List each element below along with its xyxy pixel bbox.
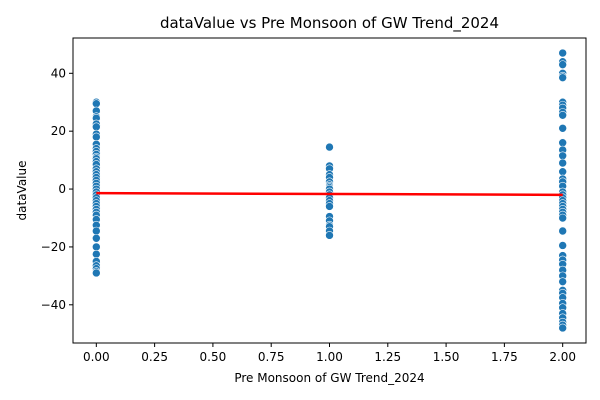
data-point xyxy=(558,60,567,69)
data-point xyxy=(558,151,567,161)
points-layer xyxy=(92,48,567,333)
data-point xyxy=(558,138,567,148)
x-tick-label: 2.00 xyxy=(549,350,576,364)
data-point xyxy=(558,110,567,120)
y-axis-title: dataValue xyxy=(15,161,29,221)
data-point xyxy=(558,123,567,133)
trend-line xyxy=(96,191,563,197)
x-tick-label: 0.25 xyxy=(141,350,168,364)
x-tick-label: 0.75 xyxy=(258,350,285,364)
x-tick-label: 0.50 xyxy=(200,350,227,364)
y-tick-label: −20 xyxy=(41,240,66,254)
x-tick-label: 1.50 xyxy=(433,350,460,364)
data-point xyxy=(325,202,334,211)
x-tick-label: 1.00 xyxy=(316,350,343,364)
data-point xyxy=(92,99,101,108)
data-point xyxy=(92,226,101,236)
data-point xyxy=(558,277,567,286)
x-axis-title: Pre Monsoon of GW Trend_2024 xyxy=(234,371,424,385)
data-point xyxy=(558,73,567,82)
y-axis: −40 −20 0 20 40 xyxy=(41,66,73,312)
data-point xyxy=(92,249,101,259)
y-tick-label: 40 xyxy=(51,66,66,80)
data-point xyxy=(558,213,567,223)
data-point xyxy=(92,242,101,252)
data-point xyxy=(558,167,567,176)
y-tick-label: 0 xyxy=(58,182,66,196)
x-tick-label: 1.75 xyxy=(491,350,518,364)
data-point xyxy=(92,233,101,243)
y-tick-label: −40 xyxy=(41,298,66,312)
data-point xyxy=(325,231,334,240)
data-point xyxy=(558,226,567,236)
data-point xyxy=(558,323,567,333)
data-point xyxy=(92,132,101,142)
data-point xyxy=(558,48,567,58)
trend-layer xyxy=(96,191,563,197)
data-point xyxy=(325,142,334,152)
x-tick-label: 1.25 xyxy=(374,350,401,364)
x-axis: 0.00 0.25 0.50 0.75 1.00 1.25 1.50 1.75 2.00 xyxy=(83,343,576,364)
y-tick-label: 20 xyxy=(51,124,66,138)
chart-title: dataValue vs Pre Monsoon of GW Trend_202… xyxy=(160,14,499,33)
data-point xyxy=(92,268,101,278)
data-point xyxy=(558,158,567,168)
x-tick-label: 0.00 xyxy=(83,350,110,364)
data-point xyxy=(558,241,567,250)
data-point xyxy=(92,122,101,132)
